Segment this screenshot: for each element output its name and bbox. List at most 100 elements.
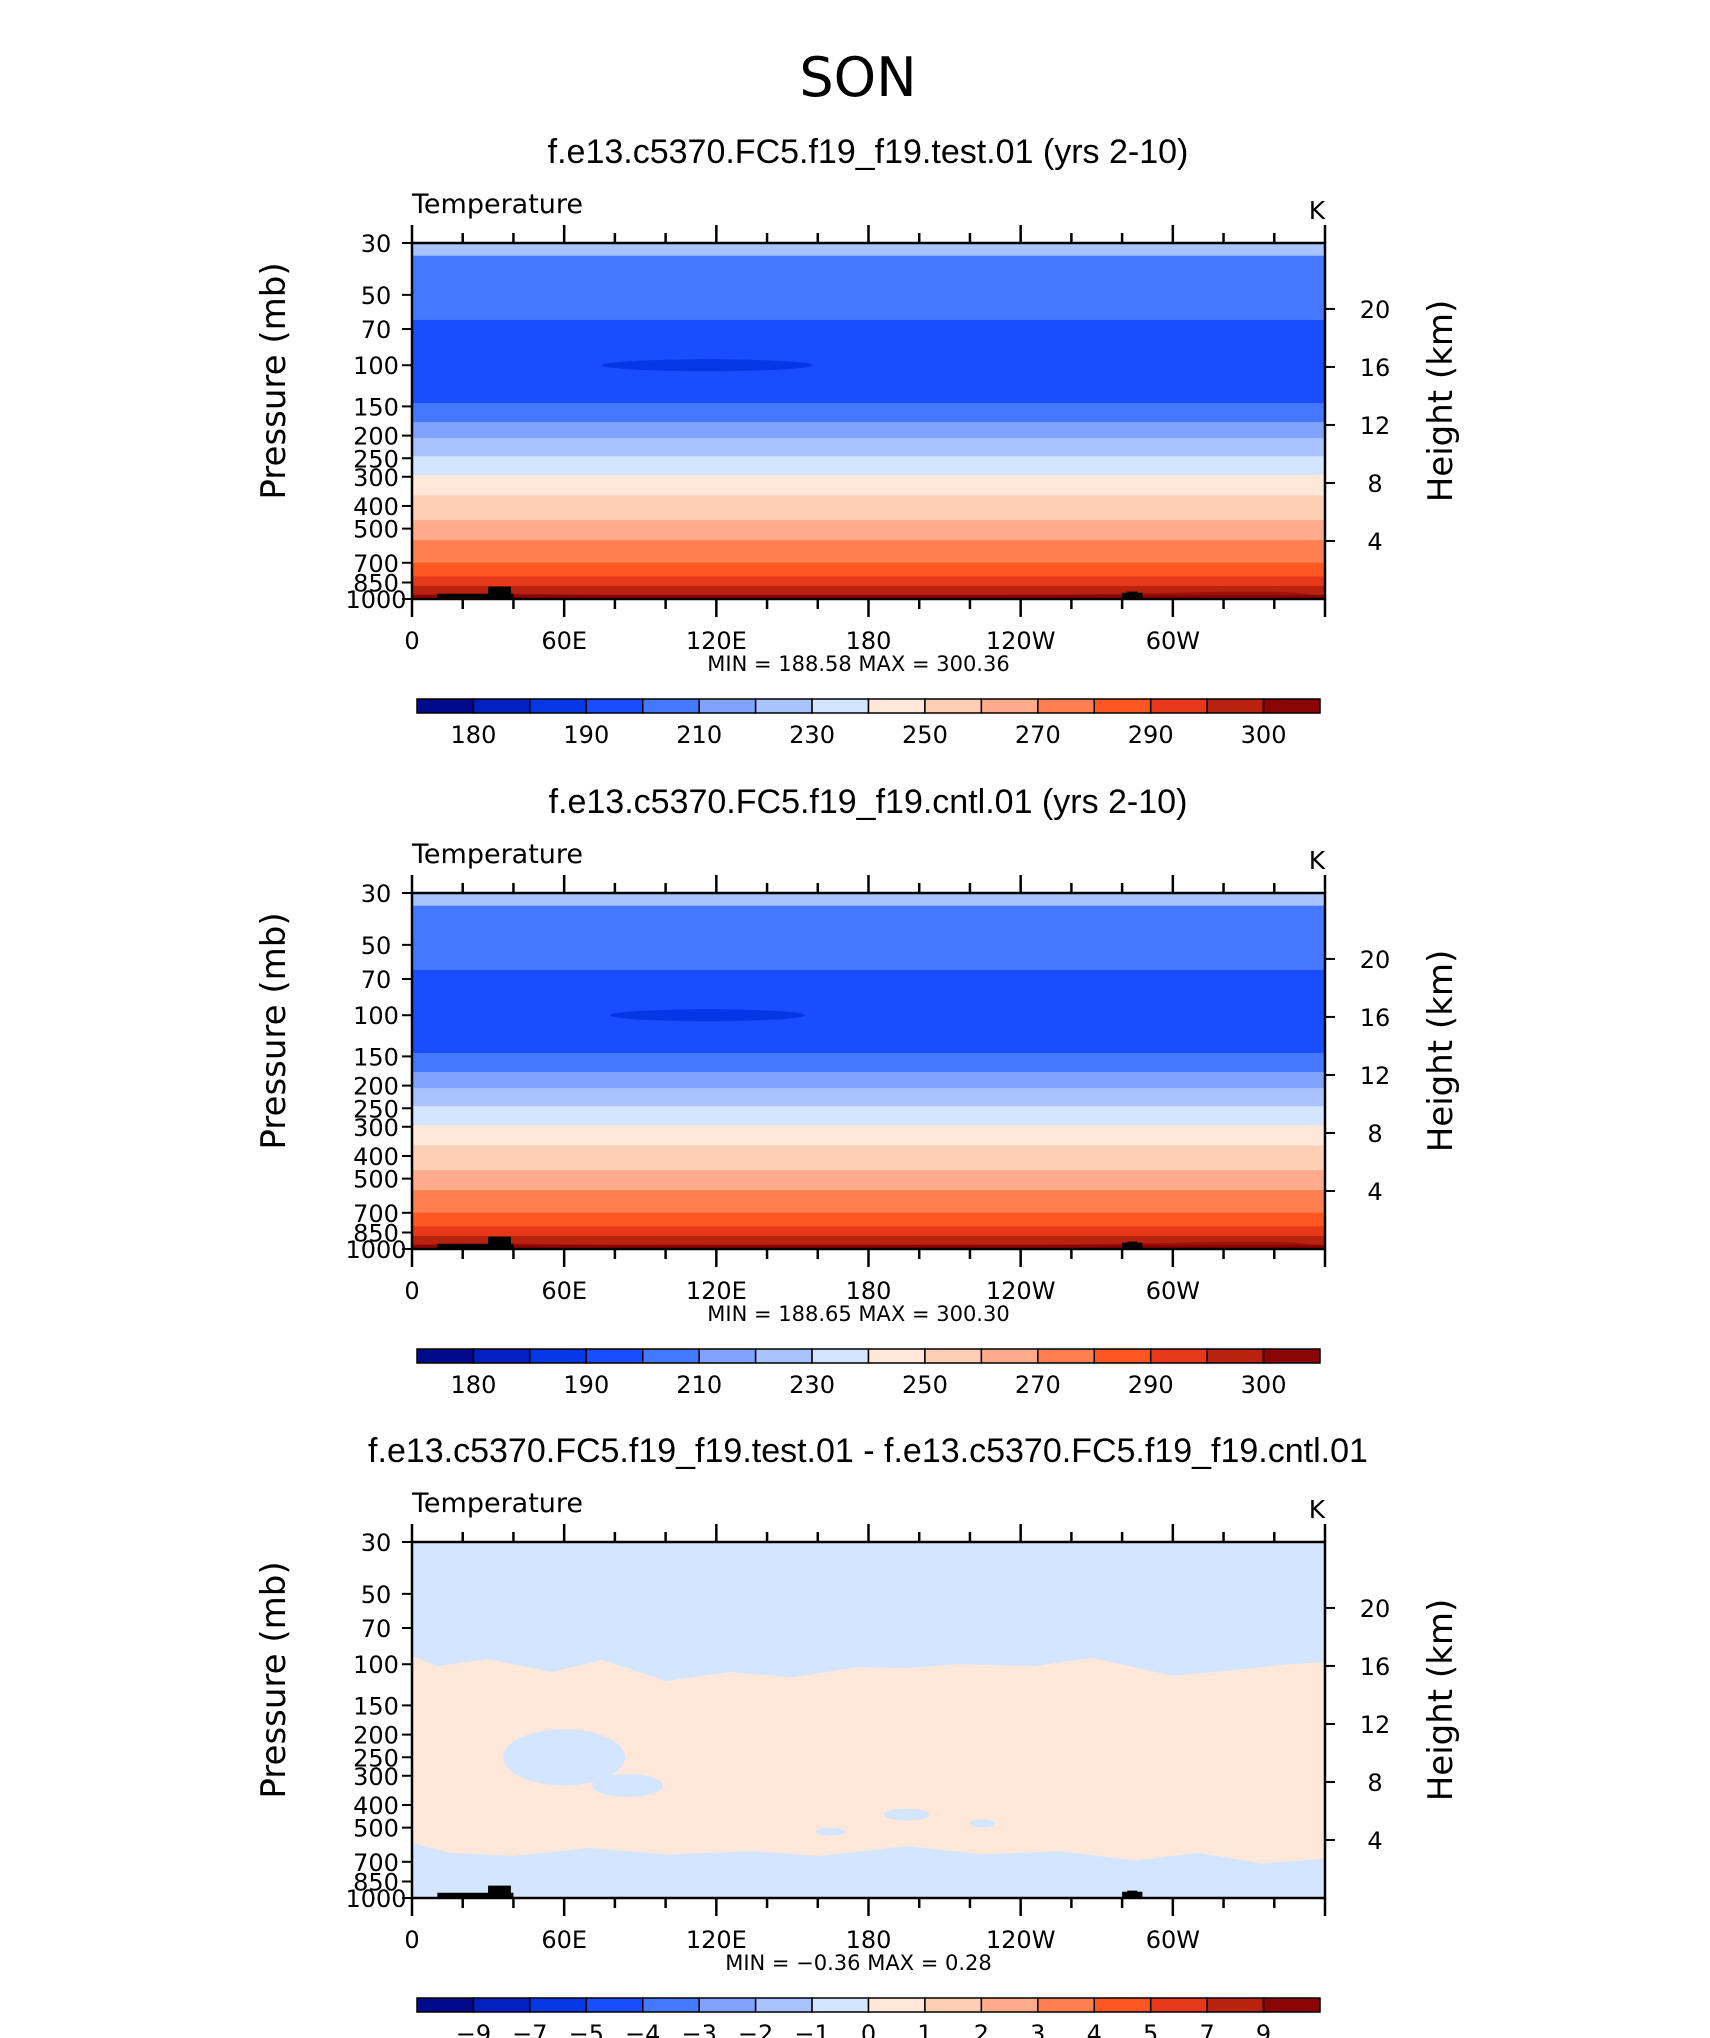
topography-mountain (1122, 591, 1143, 599)
height-tick-label: 16 (1360, 1653, 1391, 1681)
colorbar-label: 300 (1241, 721, 1287, 749)
figure-title: SON (799, 46, 916, 109)
colorbar-box (1262, 1997, 1321, 2013)
colorbar-box (811, 698, 870, 714)
contour-band (412, 562, 1325, 577)
colorbar-label: 2 (974, 2020, 989, 2038)
colorbar-box (1037, 1997, 1095, 2013)
y-tick-label: 100 (353, 1651, 399, 1679)
y-tick-label: 700 (353, 550, 399, 578)
colorbar-label: 180 (451, 1371, 497, 1399)
colorbar-box (698, 698, 757, 714)
y-tick-label: 400 (353, 493, 399, 521)
colorbar-box (642, 1997, 700, 2013)
y-tick-label: 1000 (345, 1236, 406, 1264)
panel-cntl: f.e13.c5370.FC5.f19_f19.cntl.01 (yrs 2-1… (254, 783, 1461, 1399)
colorbar-label: 180 (451, 721, 497, 749)
min-max-label: MIN = 188.65 MAX = 300.30 (707, 1302, 1009, 1326)
x-tick-label: 180 (846, 1926, 892, 1954)
colorbar-box (1093, 698, 1152, 714)
height-tick-label: 20 (1360, 946, 1391, 974)
colorbar-box (585, 1997, 644, 2013)
colorbar-label: 190 (563, 721, 609, 749)
min-max-label: MIN = −0.36 MAX = 0.28 (725, 1951, 992, 1975)
colorbar-box (472, 1348, 531, 1364)
contour-band (412, 438, 1325, 457)
colorbar-label: 1 (917, 2020, 932, 2038)
colorbar-box (1037, 698, 1095, 714)
x-tick-label: 120W (986, 627, 1056, 655)
contour-band (412, 591, 1325, 599)
x-tick-label: 120E (686, 1926, 747, 1954)
y-tick-label: 500 (353, 516, 399, 544)
colorbar-box (1037, 1348, 1095, 1364)
topography-mountain (1122, 1890, 1143, 1898)
y-tick-label: 300 (353, 464, 399, 492)
y-tick-label: 70 (361, 316, 392, 344)
y-tick-label: 500 (353, 1166, 399, 1194)
colorbar-box (1206, 1348, 1265, 1364)
colorbar-box (472, 698, 531, 714)
height-tick-label: 12 (1360, 412, 1391, 440)
x-tick-label: 0 (404, 1926, 419, 1954)
colorbar-box (529, 1348, 588, 1364)
colorbar-box (698, 1997, 757, 2013)
height-tick-label: 20 (1360, 296, 1391, 324)
contour-band (412, 540, 1325, 564)
y-tick-label: 30 (361, 1529, 392, 1557)
height-tick-label: 8 (1367, 1769, 1382, 1797)
y-axis-label: Pressure (mb) (254, 262, 294, 499)
y-tick-label: 850 (353, 570, 399, 598)
colorbar-box (416, 1348, 475, 1364)
height-tick-label: 8 (1367, 470, 1382, 498)
x-tick-label: 60E (541, 1277, 587, 1305)
colorbar-box (529, 698, 588, 714)
units-label: K (1309, 846, 1326, 875)
height-tick-label: 4 (1367, 528, 1382, 556)
height-tick-label: 12 (1360, 1062, 1391, 1090)
contour-band (412, 255, 1325, 321)
contour-band (412, 456, 1325, 476)
y-tick-label: 1000 (345, 1885, 406, 1913)
contour-band (412, 1125, 1325, 1146)
y-tick-label: 50 (361, 282, 392, 310)
colorbar-label: −3 (681, 2020, 716, 2038)
colorbar-box (754, 1997, 813, 2013)
colorbar-label: 290 (1128, 721, 1174, 749)
height-tick-label: 8 (1367, 1120, 1382, 1148)
height-axis-label: Height (km) (1421, 1599, 1461, 1802)
difference-negative-patch (815, 1827, 846, 1836)
plot-area (412, 893, 1325, 1249)
y-tick-label: 50 (361, 1581, 392, 1609)
colorbar-box (924, 698, 983, 714)
colorbar-label: 270 (1015, 1371, 1061, 1399)
difference-negative-patch (592, 1773, 664, 1797)
min-max-label: MIN = 188.58 MAX = 300.36 (707, 652, 1009, 676)
y-tick-label: 70 (361, 1615, 392, 1643)
colorbar-box (980, 698, 1039, 714)
y-tick-label: 200 (353, 1722, 399, 1750)
difference-positive-region (412, 1655, 1325, 1864)
colorbar-label: 290 (1128, 1371, 1174, 1399)
x-tick-label: 60E (541, 627, 587, 655)
colorbar-label: 9 (1256, 2020, 1271, 2038)
colorbar-box (1149, 1997, 1208, 2013)
contour-band (412, 520, 1325, 541)
y-tick-label: 250 (353, 1095, 399, 1123)
contour-band (412, 1236, 1325, 1246)
y-tick-label: 500 (353, 1815, 399, 1843)
y-tick-label: 250 (353, 445, 399, 473)
contour-band (412, 422, 1325, 439)
y-axis-label: Pressure (mb) (254, 1561, 294, 1798)
colorbar-box (585, 698, 644, 714)
contour-band (412, 576, 1325, 587)
contour-band (412, 1106, 1325, 1126)
colorbar-box (924, 1997, 983, 2013)
colorbar-box (924, 1348, 983, 1364)
colorbar-label: 7 (1199, 2020, 1214, 2038)
y-tick-label: 100 (353, 1002, 399, 1030)
contour-band (412, 893, 1325, 907)
colorbar-box (754, 1348, 813, 1364)
colorbar-label: 230 (789, 721, 835, 749)
